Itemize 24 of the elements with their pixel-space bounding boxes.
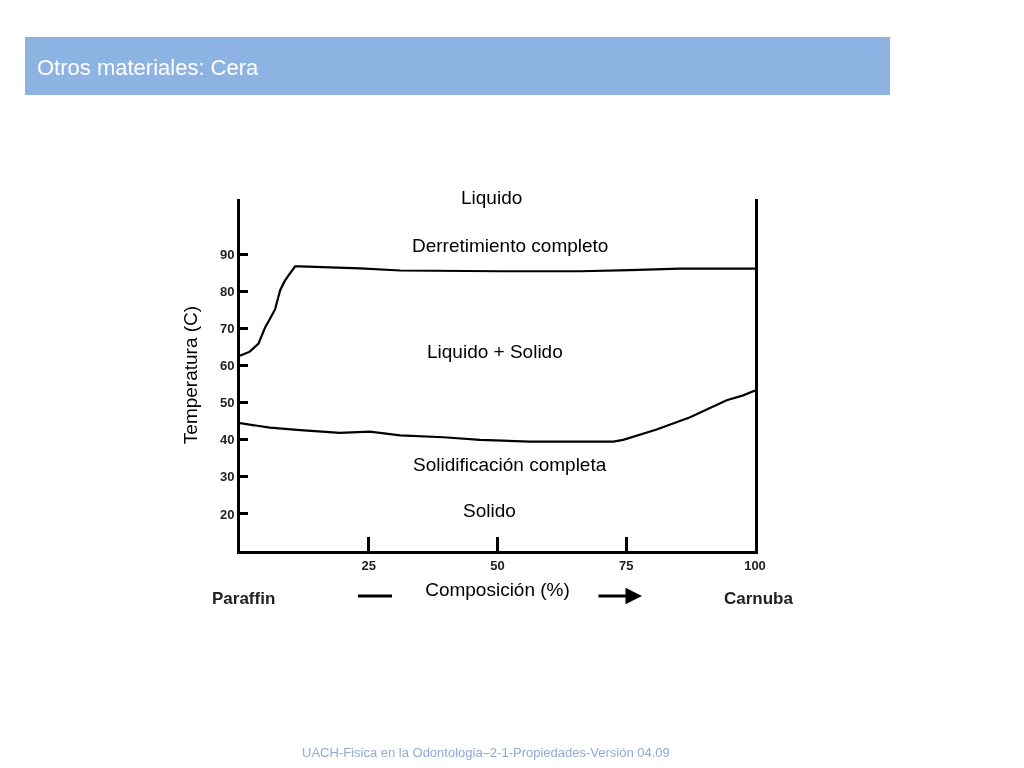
y-tick-label: 30: [219, 469, 235, 485]
y-tick-label: 80: [219, 284, 235, 300]
line-series: [240, 389, 755, 443]
series-label: Solidificación completa: [413, 454, 607, 475]
y-axis-title: Temperatura (C): [179, 305, 201, 445]
series-label: Derretimiento completo: [412, 235, 609, 256]
annotation: Solido: [463, 500, 516, 521]
x-tick-label: 75: [619, 557, 634, 573]
x-axis-title: Composición (%): [425, 579, 570, 601]
text: Paraffin: [212, 589, 276, 608]
y-tick-label: 40: [219, 432, 235, 448]
y-tick-label: 50: [219, 395, 235, 411]
y-tick-label: 70: [219, 321, 235, 337]
annotation: Liquido + Solido: [427, 341, 563, 362]
text: Carnuba: [724, 589, 794, 608]
chart-title: Otros materiales: Cera: [37, 54, 260, 80]
annotation: Liquido: [461, 187, 523, 208]
x-tick-label: 50: [490, 557, 505, 573]
y-tick-label: 90: [219, 247, 235, 263]
text: UACH-Fisica en la Odontologia–2-1-Propiedades-Versión 04.09: [302, 745, 670, 760]
x-tick-label: 100: [744, 557, 766, 573]
y-tick-label: 20: [219, 506, 235, 522]
x-tick-label: 25: [361, 557, 376, 573]
y-tick-label: 60: [219, 358, 235, 374]
